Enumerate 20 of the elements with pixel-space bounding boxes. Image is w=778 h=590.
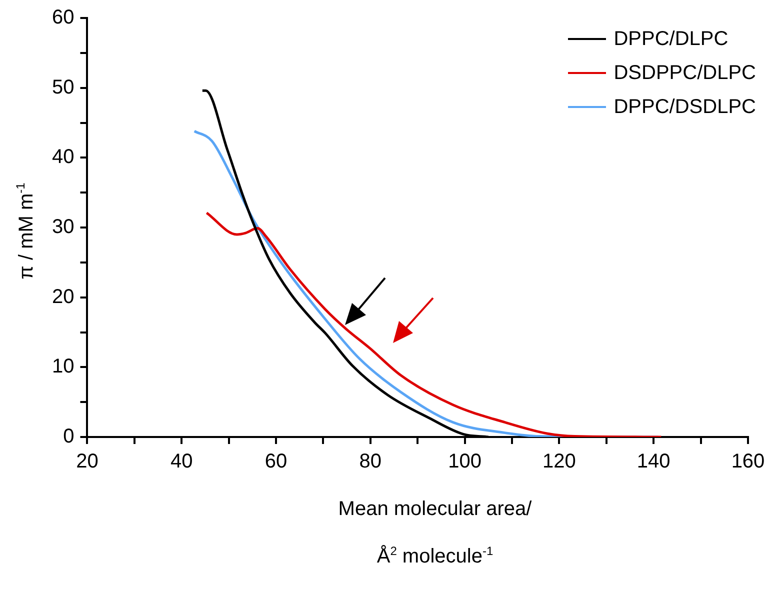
y-tick-label: 30 (52, 216, 74, 238)
x-tick-label: 60 (264, 450, 288, 473)
line-series (205, 212, 662, 437)
y-tick-label: 40 (52, 146, 74, 168)
y-tick-label: 20 (52, 286, 74, 308)
x-tick-label: 40 (170, 450, 193, 473)
legend-label: DSDPPC/DLPC (614, 62, 756, 84)
legend-label: DPPC/DSDLPC (614, 96, 756, 118)
y-tick-label: 50 (52, 76, 74, 98)
x-tick-label: 100 (448, 450, 482, 473)
legend-label: DPPC/DLPC (614, 28, 728, 50)
x-tick-label: 140 (636, 450, 670, 473)
x-tick-label: 160 (731, 450, 765, 473)
text: Mean molecular area/ Å$^{2}$ molecule$^{-1}$ (338, 498, 532, 568)
x-tick-label: 80 (359, 450, 382, 473)
x-tick-label: 20 (76, 450, 98, 473)
y-tick-label: 60 (52, 6, 74, 29)
y-tick-label: 10 (52, 356, 74, 378)
x-tick-label: 120 (542, 450, 576, 473)
y-tick-label: 0 (63, 426, 74, 448)
